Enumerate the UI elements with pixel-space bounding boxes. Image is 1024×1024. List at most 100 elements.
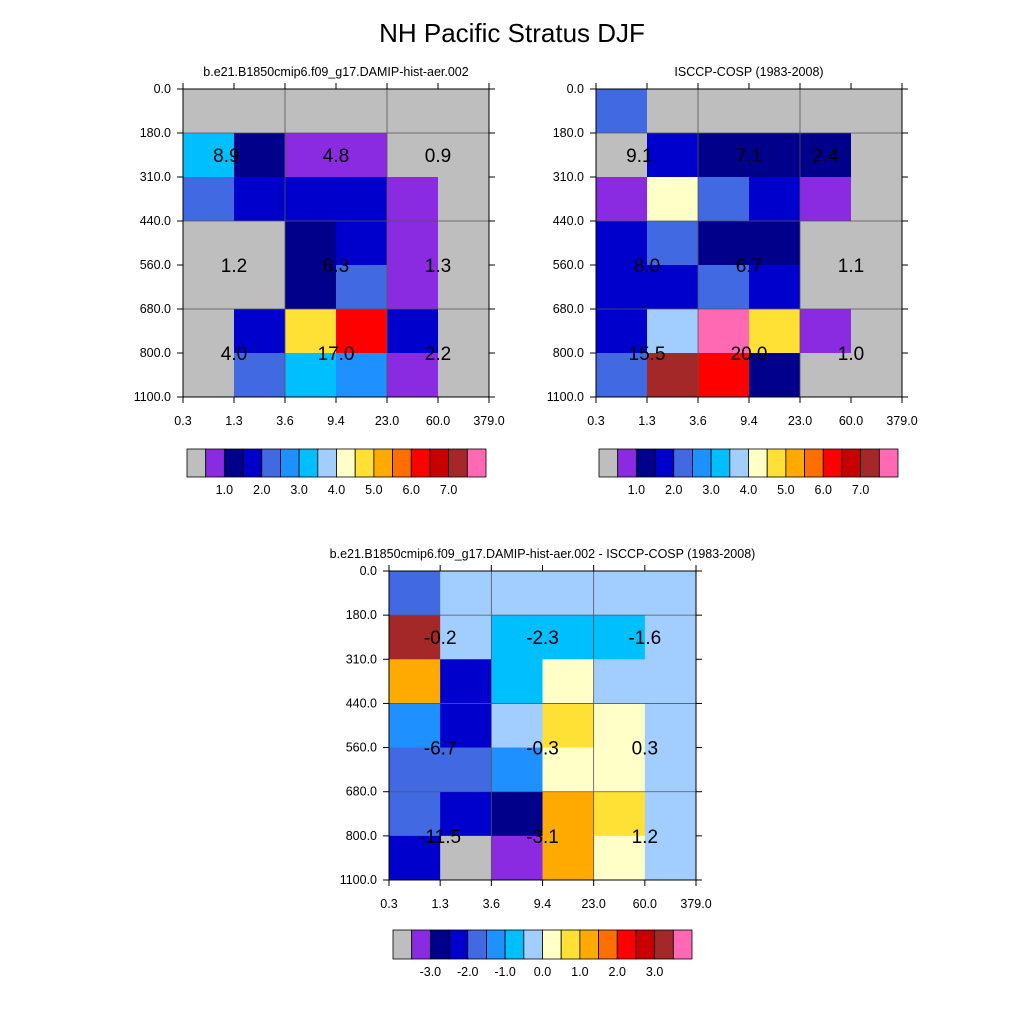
colorbar-swatch [729, 448, 749, 478]
colorbar-label: 5.0 [365, 483, 382, 497]
colorbar-swatch [635, 929, 656, 960]
heatmap-cell [491, 615, 543, 660]
cell-total-label: 20.0 [731, 344, 768, 365]
x-tick-label: 0.3 [380, 897, 397, 911]
heatmap-cell [285, 177, 337, 222]
heatmap-cell [440, 615, 492, 660]
cell-total-label: -11.5 [419, 827, 461, 848]
heatmap-cell [438, 89, 490, 134]
heatmap-cell [644, 615, 697, 660]
heatmap-cell [644, 571, 697, 616]
y-tick-label: 1100.0 [547, 390, 584, 404]
y-tick-label: 180.0 [346, 608, 377, 622]
cell-total-label: 17.0 [318, 344, 355, 365]
heatmap-cell [749, 353, 801, 398]
heatmap-cell [285, 265, 337, 310]
y-tick-label: 560.0 [140, 258, 171, 272]
colorbar-label: 7.0 [852, 483, 869, 497]
heatmap-cell [336, 309, 388, 354]
heatmap-cell [593, 659, 646, 704]
heatmap-cell [387, 265, 439, 310]
colorbar-swatch [280, 448, 300, 478]
heatmap-cell [285, 89, 337, 134]
heatmap-cell [851, 133, 903, 178]
heatmap-cell [491, 791, 543, 837]
x-tick-label: 1.3 [225, 414, 242, 428]
colorbar-swatch [860, 448, 880, 478]
y-tick-label: 680.0 [140, 302, 171, 316]
y-tick-label: 560.0 [553, 258, 584, 272]
heatmap-cell [596, 133, 648, 178]
heatmap-cell [596, 221, 648, 266]
heatmap-cell [698, 89, 750, 134]
cell-total-label: -0.3 [526, 739, 559, 760]
cell-total-label: 1.3 [425, 256, 451, 277]
heatmap-cell [851, 177, 903, 222]
colorbar-label: 2.0 [609, 965, 626, 979]
x-tick-label: 3.6 [276, 414, 293, 428]
colorbar-swatch [598, 448, 619, 478]
heatmap-cell [438, 309, 490, 354]
heatmap-cell [800, 265, 852, 310]
heatmap-panel-2: ISCCP-COSP (1983-2008) 0.3 1.3 3.6 9.4 23.0 60… [547, 65, 918, 497]
figure-title: NH Pacific Stratus DJF [379, 18, 645, 48]
heatmap-cell [698, 309, 750, 354]
colorbar-swatch [467, 929, 487, 960]
heatmap-cell [387, 221, 439, 266]
colorbar-label: 6.0 [815, 483, 832, 497]
heatmap-cell [183, 177, 235, 222]
heatmap-cell [749, 309, 801, 354]
panel-title: b.e21.B1850cmip6.f09_g17.DAMIP-hist-aer.… [330, 547, 756, 561]
heatmap-cell [183, 265, 235, 310]
heatmap-cell [542, 571, 595, 616]
colorbar-swatch [298, 448, 319, 478]
colorbar-swatch [785, 448, 805, 478]
heatmap-cell [389, 835, 441, 881]
colorbar-swatch [354, 448, 375, 478]
heatmap-cell [596, 177, 648, 222]
colorbar-swatch [542, 929, 562, 960]
heatmap-cell [438, 177, 490, 222]
colorbar-swatch [748, 448, 768, 478]
heatmap-cell [440, 835, 492, 881]
x-tick-label: 3.6 [689, 414, 706, 428]
x-tick-label: 60.0 [633, 897, 657, 911]
colorbar-label: 1.0 [571, 965, 588, 979]
y-tick-label: 180.0 [553, 126, 584, 140]
y-tick-label: 1100.0 [340, 873, 377, 887]
heatmap-cell [438, 353, 490, 398]
colorbar-label: 3.0 [702, 483, 719, 497]
heatmap-cell [542, 659, 595, 704]
colorbar-swatch [242, 448, 263, 478]
colorbar-swatch [598, 929, 618, 960]
y-tick-label: 0.0 [360, 564, 377, 578]
heatmap-cell [389, 747, 441, 793]
heatmap-cell [644, 835, 697, 881]
y-tick-label: 800.0 [346, 829, 377, 843]
x-tick-label: 379.0 [680, 897, 711, 911]
heatmap-cell [593, 835, 646, 881]
cell-total-label: -6.7 [424, 739, 457, 760]
colorbar-swatch [878, 448, 899, 478]
heatmap-cell [336, 265, 388, 310]
x-tick-label: 379.0 [886, 414, 917, 428]
heatmap-cell [593, 747, 646, 793]
colorbar-label: 2.0 [253, 483, 270, 497]
heatmap-cell [440, 659, 492, 704]
heatmap-cell [336, 353, 388, 398]
y-tick-label: 0.0 [567, 82, 584, 96]
cell-total-label: 1.0 [838, 344, 864, 365]
colorbar-label: 1.0 [628, 483, 645, 497]
cell-total-label: 2.4 [812, 146, 839, 167]
heatmap-cell [593, 615, 646, 660]
heatmap-cell [698, 177, 750, 222]
cell-total-label: 4.0 [221, 344, 247, 365]
cell-total-label: 1.2 [632, 827, 658, 848]
panel-title: b.e21.B1850cmip6.f09_g17.DAMIP-hist-aer.… [203, 65, 468, 79]
heatmap-cell [336, 89, 388, 134]
heatmap-cell [336, 221, 388, 266]
x-tick-label: 23.0 [788, 414, 812, 428]
y-tick-label: 1100.0 [134, 390, 171, 404]
colorbar-label: 1.0 [216, 483, 233, 497]
